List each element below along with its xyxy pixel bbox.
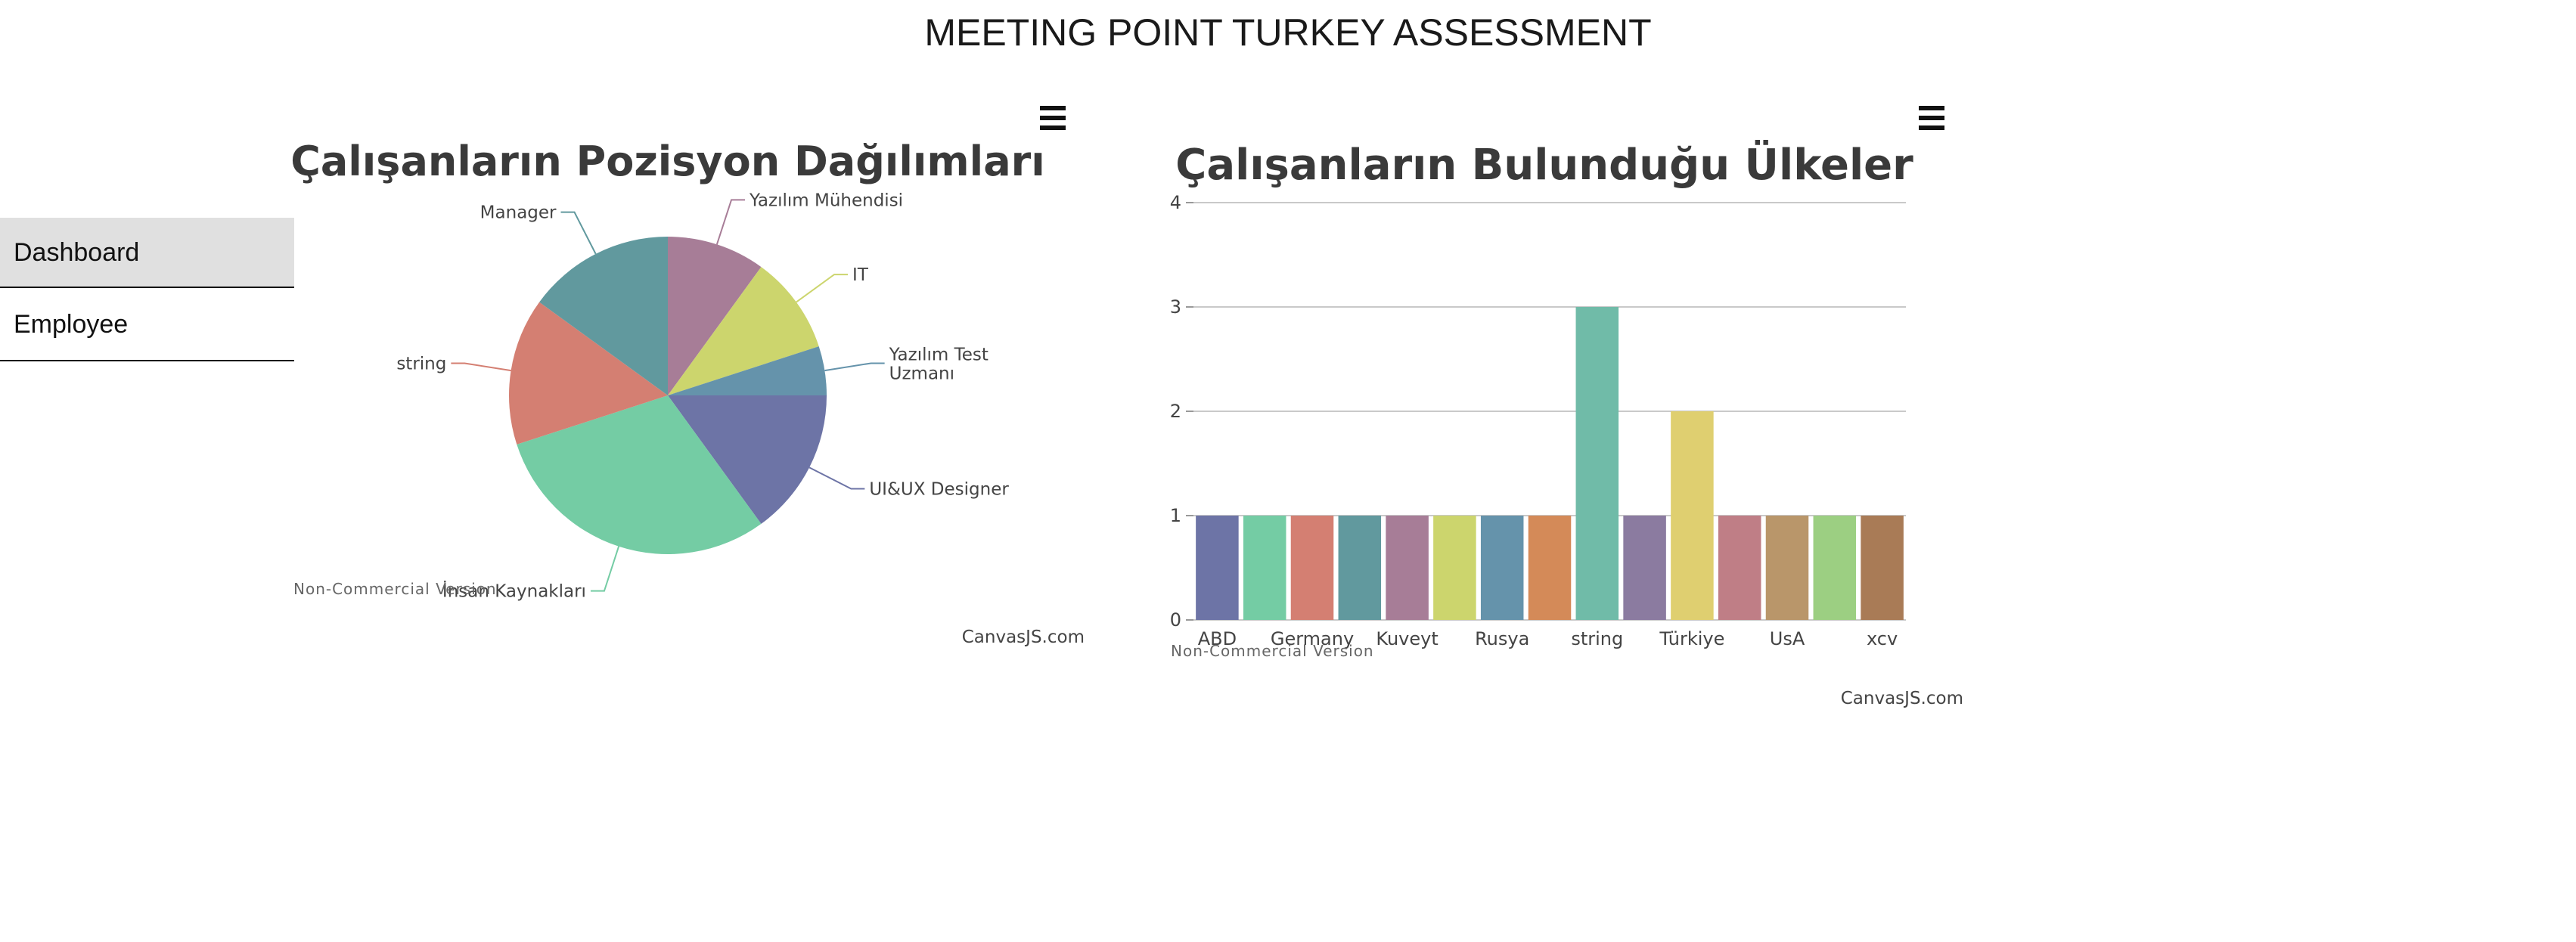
bar[interactable] [1718, 516, 1761, 620]
pie-slice-label: Yazılım Test Uzmanı [889, 345, 989, 383]
bar[interactable] [1623, 516, 1666, 620]
bar[interactable] [1671, 411, 1714, 620]
bar[interactable] [1290, 516, 1334, 620]
page-title: MEETING POINT TURKEY ASSESSMENT [924, 11, 1652, 54]
pie-slice[interactable] [668, 237, 762, 395]
bar[interactable] [1338, 516, 1382, 620]
bar[interactable] [1528, 516, 1572, 620]
x-tick-label: xcv [1867, 628, 1898, 649]
x-tick-label: string [1571, 628, 1623, 649]
bar[interactable] [1243, 516, 1286, 620]
pie-slice[interactable] [668, 267, 819, 395]
pie-connector-line [808, 466, 865, 490]
pie-slice[interactable] [509, 302, 668, 445]
pie-slice-label: UI&UX Designer [869, 479, 1009, 499]
y-tick-label: 2 [1170, 401, 1181, 422]
x-tick-label: Rusya [1475, 628, 1529, 649]
bar-chart-title: Çalışanların Bulunduğu Ülkeler [1175, 141, 1913, 190]
bar[interactable] [1575, 307, 1619, 620]
pie-connector-line [451, 362, 511, 372]
x-tick-label: UsA [1770, 628, 1805, 649]
bar[interactable] [1861, 516, 1904, 620]
x-tick-label: Türkiye [1659, 628, 1724, 649]
sidebar-item-employee[interactable]: Employee [0, 288, 294, 361]
pie-slice[interactable] [539, 237, 668, 395]
pie-slice-label: Yazılım Mühendisi [749, 191, 903, 210]
chart-menu-icon[interactable] [1040, 106, 1066, 130]
bar[interactable] [1196, 516, 1239, 620]
bar[interactable] [1813, 516, 1857, 620]
pie-slice[interactable] [517, 395, 762, 554]
credit-link[interactable]: CanvasJS.com [962, 627, 1085, 647]
pie-connector-line [824, 362, 885, 372]
pie-chart: Çalışanların Pozisyon Dağılımları Yazılı… [290, 106, 1085, 647]
y-tick-label: 0 [1170, 609, 1181, 631]
bar-xlabels: ABD Germany Kuveyt Rusya string Türkiye UsA xcv [1198, 628, 1898, 649]
pie-connector-line [560, 211, 597, 255]
bar[interactable] [1480, 516, 1524, 620]
watermark-text: Non-Commercial Version [293, 580, 497, 598]
pie-slice-label: Manager [480, 203, 557, 223]
x-tick-label: Kuveyt [1376, 628, 1438, 649]
sidebar: Dashboard Employee [0, 218, 294, 361]
pie-slice-label: IT [852, 265, 869, 285]
pie-slice[interactable] [668, 395, 827, 524]
bar[interactable] [1765, 516, 1809, 620]
y-tick-label: 3 [1170, 296, 1181, 318]
y-tick-label: 4 [1170, 192, 1181, 213]
bar[interactable] [1433, 516, 1476, 620]
bar-chart: Çalışanların Bulunduğu Ülkeler 0 1 2 3 4 ABD… [1170, 106, 1963, 708]
sidebar-item-dashboard[interactable]: Dashboard [0, 218, 294, 288]
pie-slice[interactable] [668, 346, 827, 395]
credit-link[interactable]: CanvasJS.com [1841, 689, 1963, 708]
bar[interactable] [1386, 516, 1429, 620]
watermark-text: Non-Commercial Version [1171, 642, 1374, 660]
x-tick-label: Germany [1271, 628, 1354, 649]
pie-chart-title: Çalışanların Pozisyon Dağılımları [290, 138, 1045, 185]
y-tick-label: 1 [1170, 505, 1181, 526]
chart-menu-icon[interactable] [1919, 106, 1944, 130]
pie-labels: Yazılım Mühendisi IT Yazılım Test Uzmanı UI&… [396, 191, 1009, 601]
pie-connector-line [796, 274, 849, 303]
pie-slice-label: string [396, 354, 446, 373]
pie-connector-line [590, 546, 620, 592]
pie-slice-label: İnsan Kaynakları [442, 581, 586, 602]
pie-slices [509, 237, 827, 554]
pie-connector-line [715, 199, 746, 245]
bar-bars [1196, 307, 1904, 620]
x-tick-label: ABD [1198, 628, 1237, 649]
